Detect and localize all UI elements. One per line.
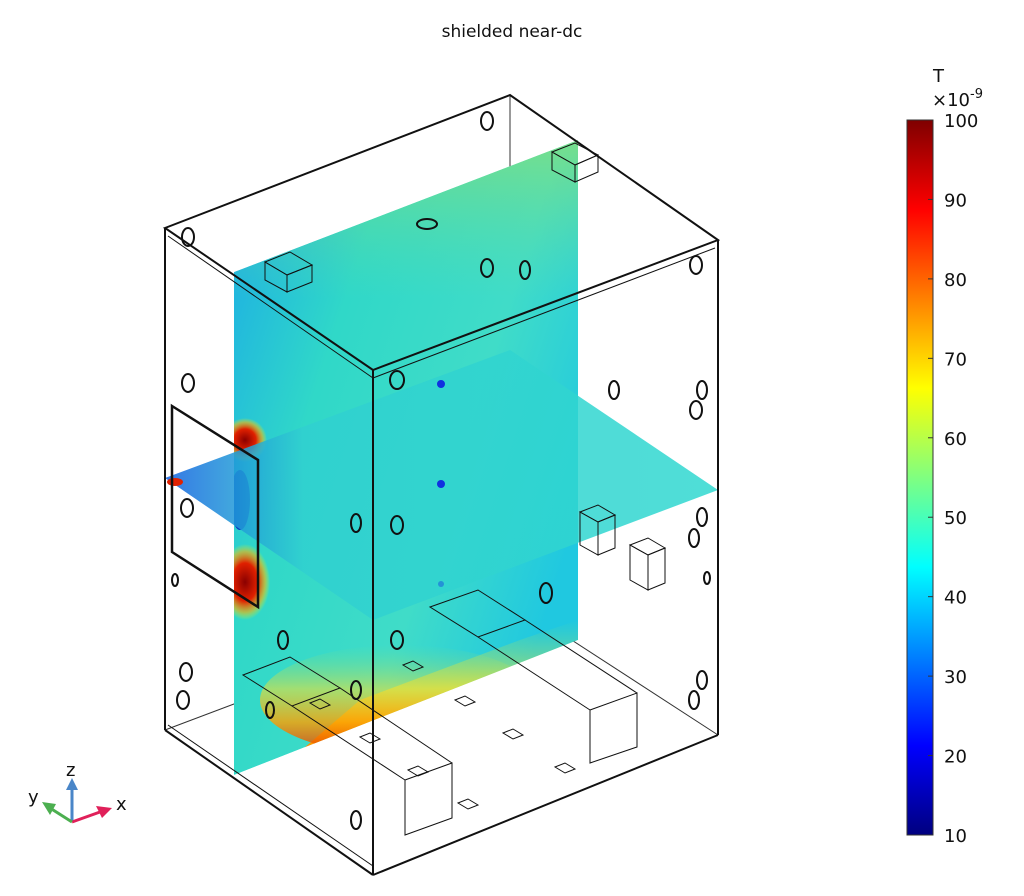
- y-axis-label: y: [28, 787, 39, 808]
- colorbar: T ×10-9 10 20 30 40 50 60 70 80 90 100: [906, 66, 983, 847]
- x-axis-label: x: [116, 794, 127, 815]
- axes-triad: z x y: [28, 760, 127, 824]
- colorbar-tick-label: 100: [944, 111, 978, 132]
- colorbar-tick-label: 60: [944, 429, 967, 450]
- colorbar-tick-label: 30: [944, 667, 967, 688]
- colorbar-tick-label: 50: [944, 508, 967, 529]
- colorbar-tick-label: 70: [944, 349, 967, 370]
- horizontal-slice-hotspot: [167, 478, 183, 486]
- plot-title: shielded near-dc: [441, 22, 583, 42]
- colorbar-gradient: [906, 119, 934, 836]
- colorbar-tick-label: 10: [944, 826, 967, 847]
- colorbar-multiplier: ×10-9: [932, 87, 983, 111]
- colorbar-tick-label: 90: [944, 190, 967, 211]
- colorbar-tick-label: 20: [944, 747, 967, 768]
- box-front-edges: [162, 93, 721, 876]
- x-axis-arrow: [71, 810, 101, 824]
- colorbar-tick-label: 40: [944, 588, 967, 609]
- colorbar-unit: T: [932, 66, 945, 87]
- probe-points: [437, 380, 445, 587]
- inner-geometry: [170, 111, 711, 836]
- z-axis-label: z: [66, 760, 75, 781]
- y-axis-arrow: [49, 806, 73, 824]
- colorbar-tick-label: 80: [944, 270, 967, 291]
